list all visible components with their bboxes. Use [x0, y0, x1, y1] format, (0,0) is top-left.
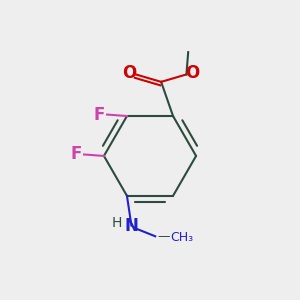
Text: F: F	[70, 146, 81, 164]
Text: —: —	[158, 230, 170, 243]
Text: F: F	[93, 106, 104, 124]
Text: N: N	[124, 218, 138, 236]
Text: O: O	[185, 64, 200, 82]
Text: CH₃: CH₃	[170, 231, 193, 244]
Text: O: O	[122, 64, 136, 82]
Text: H: H	[112, 216, 122, 230]
